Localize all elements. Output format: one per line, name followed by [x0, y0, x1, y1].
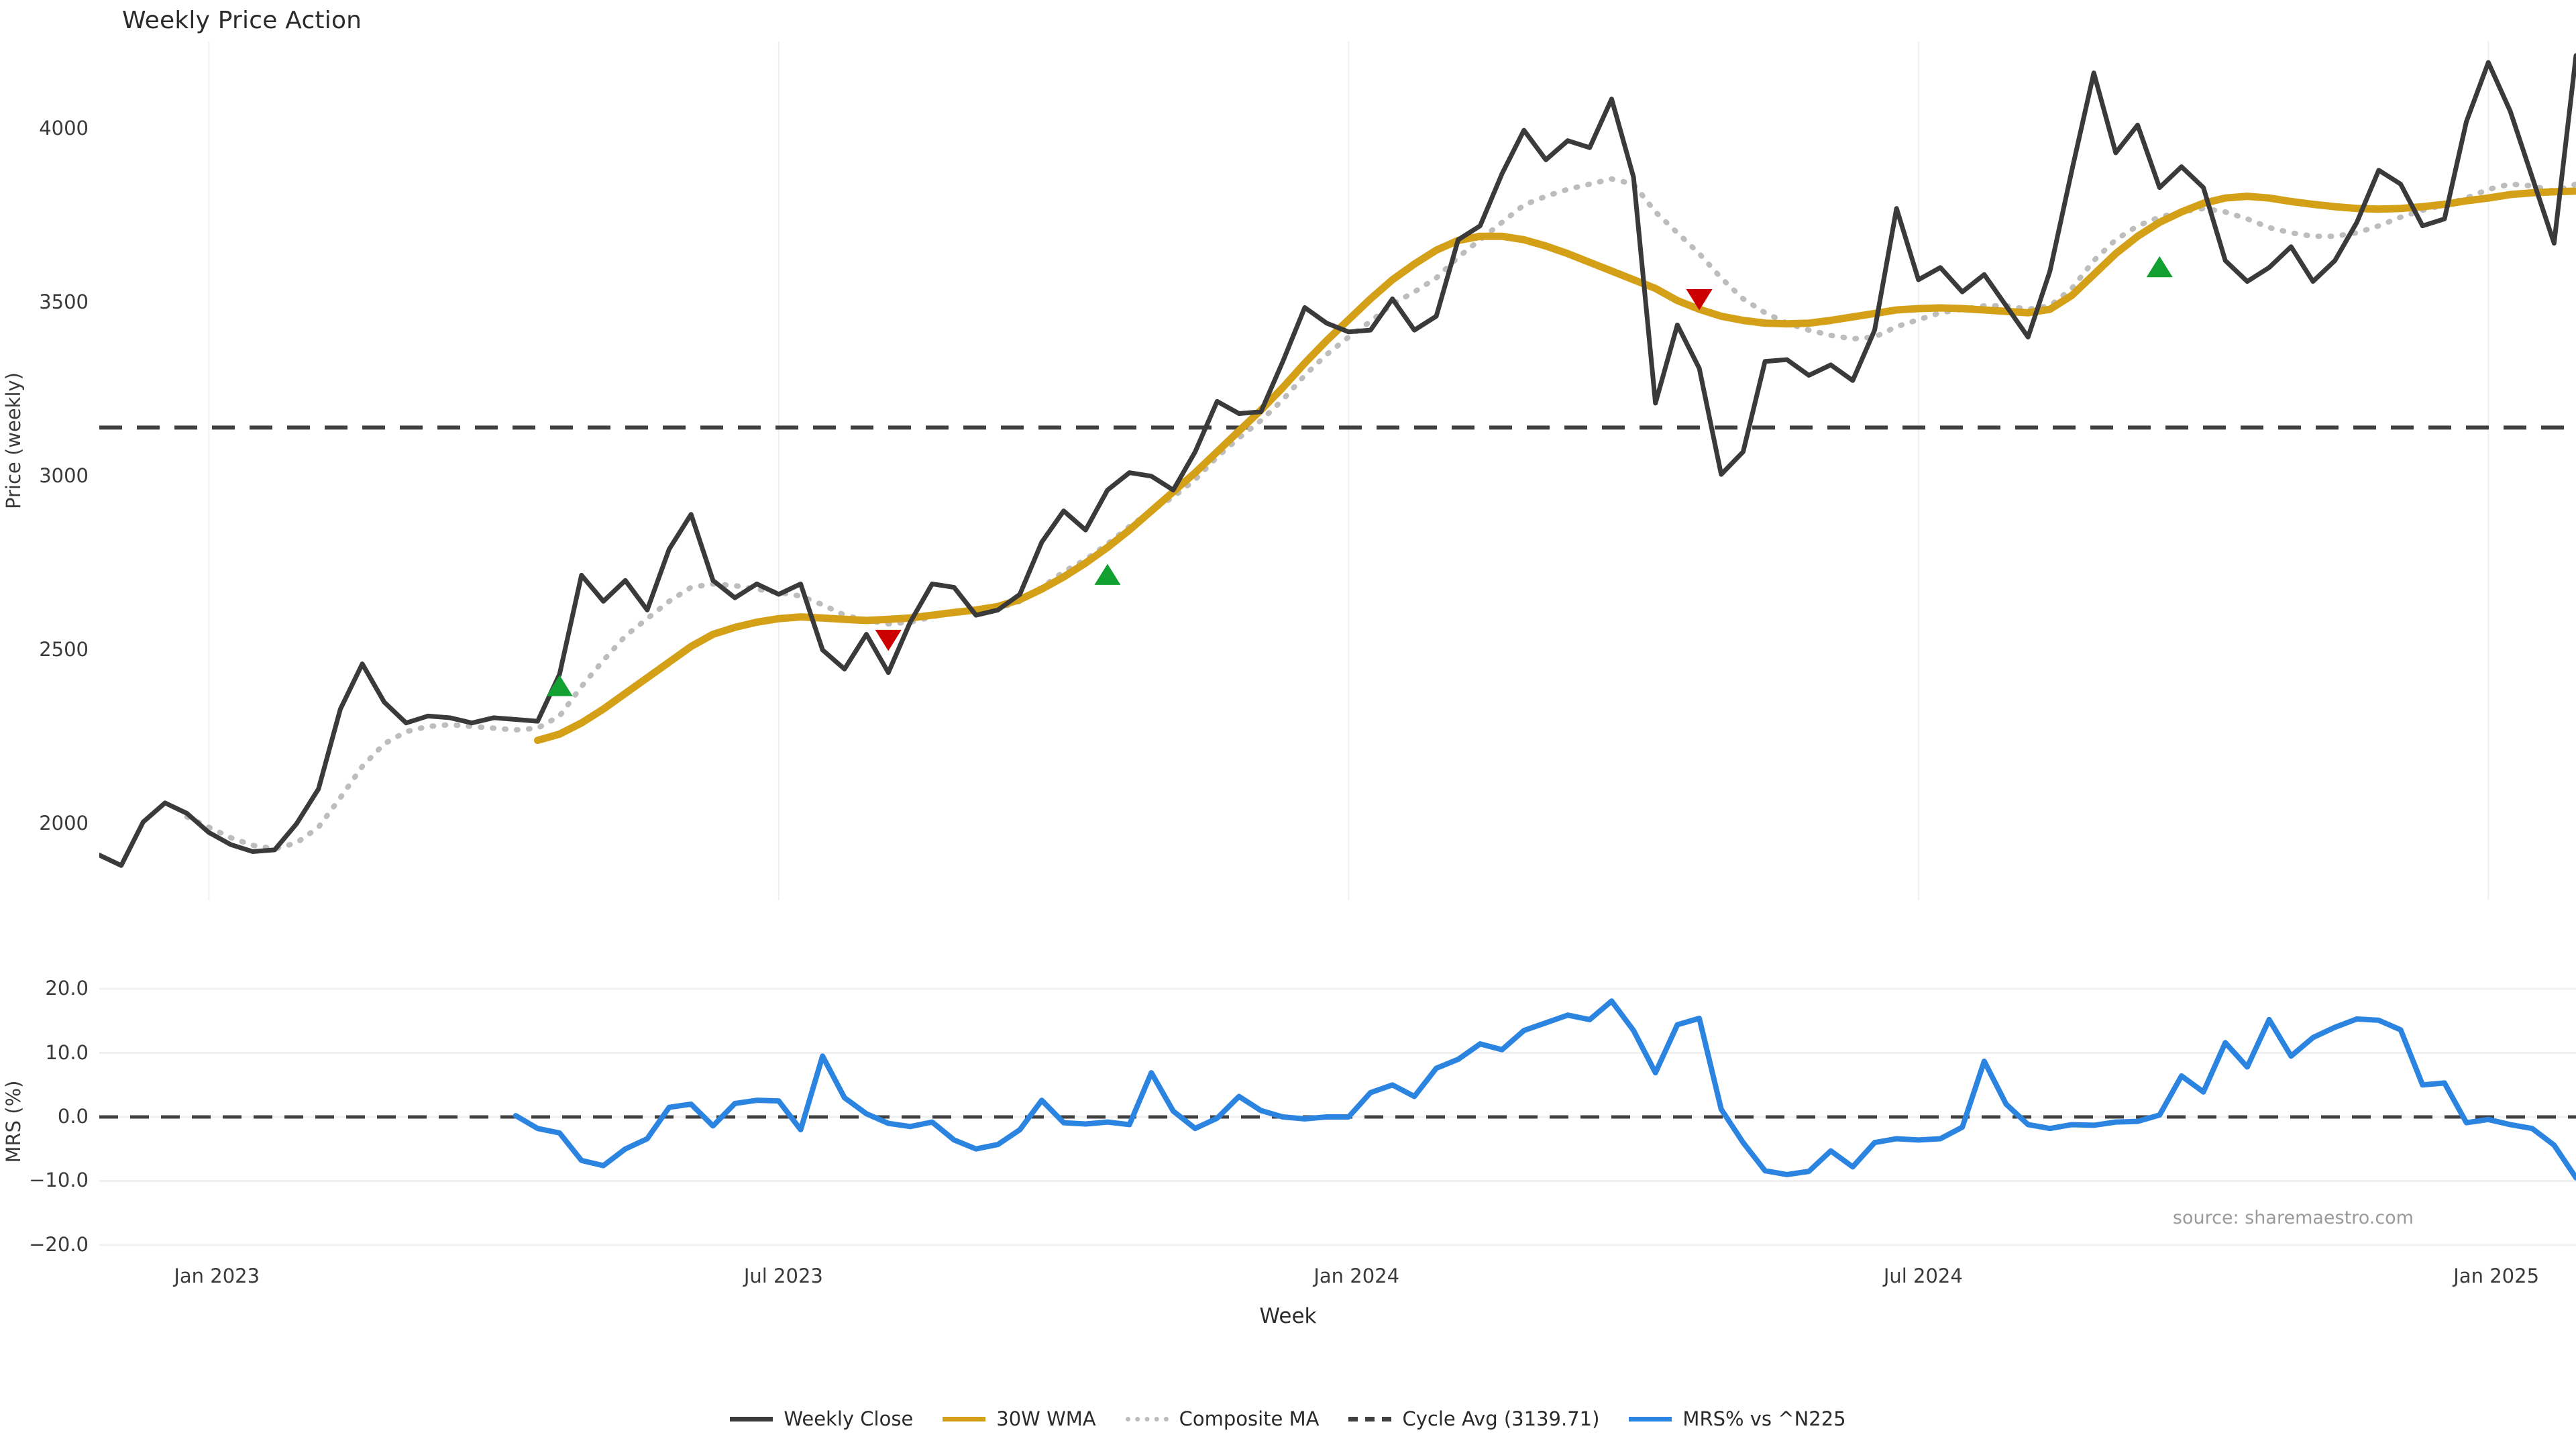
legend-item[interactable]: 30W WMA: [943, 1407, 1096, 1430]
buy-signal-marker: [2146, 256, 2173, 278]
x-axis-label: Week: [1259, 1304, 1317, 1328]
price-chart-panel: [99, 42, 2576, 900]
mrs-y-tick: −10.0: [29, 1169, 89, 1192]
buy-signal-marker: [546, 675, 573, 696]
mrs-plot: [99, 987, 2576, 1246]
legend-item[interactable]: Weekly Close: [730, 1407, 913, 1430]
weekly-close-line: [99, 53, 2576, 868]
mrs-y-tick: 20.0: [45, 977, 89, 1000]
chart-legend: Weekly Close 30W WMA Composite MA Cycle Avg…: [0, 1407, 2576, 1430]
buy-signal-marker: [1094, 564, 1121, 585]
legend-item[interactable]: MRS% vs ^N225: [1629, 1407, 1846, 1430]
mrs-chart-panel: [99, 976, 2576, 1258]
legend-swatch-dotted: [1125, 1416, 1169, 1421]
price-plot: [99, 42, 2576, 900]
mrs-y-axis-label: MRS (%): [2, 1080, 25, 1163]
source-watermark: source: sharemaestro.com: [2172, 1208, 2414, 1228]
legend-swatch-solid: [730, 1416, 773, 1421]
mrs-y-tick: 0.0: [57, 1105, 89, 1128]
composite-ma-line: [184, 176, 2576, 852]
legend-swatch-dashed: [1348, 1416, 1392, 1421]
legend-swatch-solid: [943, 1416, 986, 1421]
legend-item[interactable]: Cycle Avg (3139.71): [1348, 1407, 1599, 1430]
price-y-axis-label: Price (weekly): [2, 372, 25, 510]
mrs-y-tick: 10.0: [45, 1040, 89, 1064]
legend-label: Weekly Close: [784, 1407, 914, 1430]
mrs-line: [513, 998, 2576, 1181]
x-tick: Jan 2024: [1313, 1265, 1400, 1287]
price-y-tick: 4000: [39, 116, 89, 140]
legend-label: 30W WMA: [996, 1407, 1096, 1430]
price-y-tick: 3000: [39, 464, 89, 487]
price-y-tick: 2000: [39, 811, 89, 835]
x-tick: Jul 2024: [1883, 1265, 1963, 1287]
sell-signal-marker: [1686, 289, 1713, 311]
legend-label: Cycle Avg (3139.71): [1402, 1407, 1600, 1430]
price-y-tick: 3500: [39, 290, 89, 313]
mrs-y-tick: −20.0: [29, 1232, 89, 1256]
wma-line: [533, 187, 2576, 745]
legend-label: MRS% vs ^N225: [1682, 1407, 1846, 1430]
x-tick: Jul 2023: [743, 1265, 823, 1287]
sell-signal-marker: [875, 629, 902, 651]
x-tick: Jan 2025: [2453, 1265, 2540, 1287]
legend-label: Composite MA: [1179, 1407, 1320, 1430]
legend-item[interactable]: Composite MA: [1125, 1407, 1320, 1430]
price-y-tick: 2500: [39, 637, 89, 661]
x-tick: Jan 2023: [174, 1265, 260, 1287]
page-title: Weekly Price Action: [122, 7, 362, 34]
legend-swatch-solid: [1629, 1416, 1672, 1421]
